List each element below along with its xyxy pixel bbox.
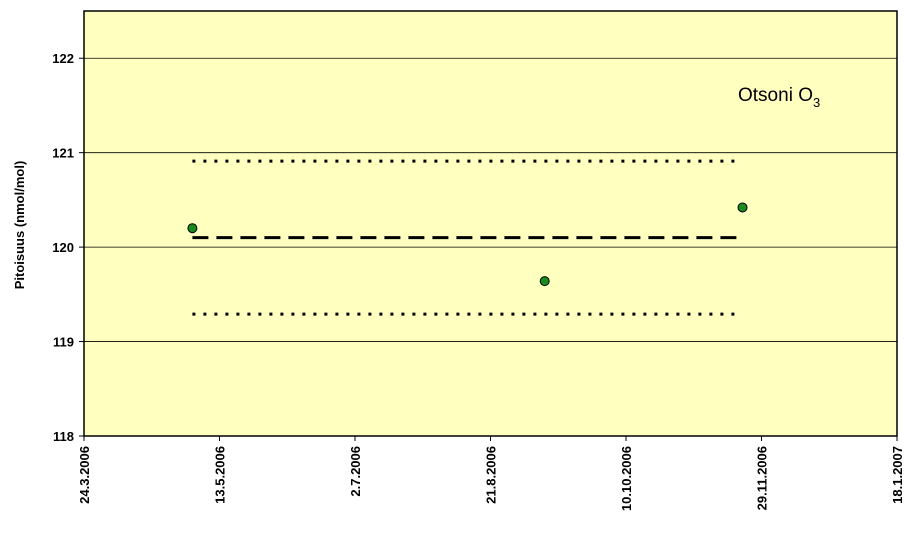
y-tick-label: 120 — [52, 240, 74, 255]
plot-area — [83, 10, 898, 437]
annotation-text: Otsoni O — [738, 85, 813, 106]
x-tick-label: 2.7.2006 — [348, 446, 363, 497]
data-point — [737, 202, 748, 213]
x-tick-label: 10.10.2006 — [619, 446, 634, 511]
y-tick-label: 119 — [53, 335, 74, 350]
data-point — [187, 223, 198, 234]
annotation: Otsoni O3 — [738, 85, 820, 110]
y-tick-label: 122 — [52, 51, 74, 66]
x-tick-label: 29.11.2006 — [755, 446, 770, 510]
y-tick-label: 118 — [53, 429, 74, 444]
x-tick-label: 24.3.2006 — [77, 446, 92, 504]
data-point — [539, 276, 550, 287]
x-tick-label: 18.1.2007 — [890, 446, 905, 504]
x-tick-label: 21.8.2006 — [484, 446, 499, 504]
x-tick-label: 13.5.2006 — [213, 446, 228, 504]
y-tick-label: 121 — [52, 146, 74, 161]
y-axis-label: Pitoisuus (nmol/mol) — [12, 161, 27, 290]
annotation-subscript: 3 — [813, 95, 820, 110]
